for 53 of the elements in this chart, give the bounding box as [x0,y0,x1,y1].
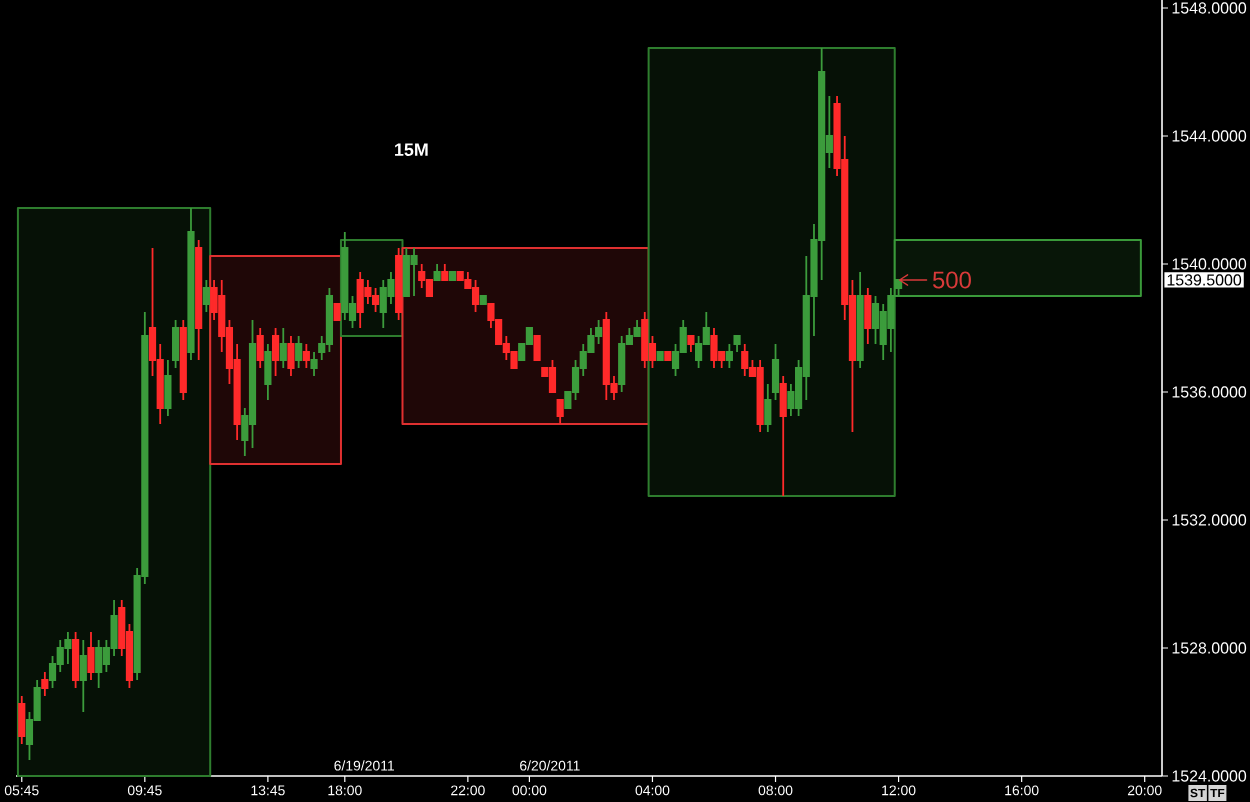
candlestick [87,631,95,681]
annotation: 500 [932,271,971,289]
candlestick [95,639,103,689]
candlestick [295,335,303,369]
candlestick [202,279,210,313]
candlestick [187,207,195,361]
candlestick [664,351,672,361]
candlestick [641,311,649,369]
candlestick [72,631,80,689]
candlestick [371,287,380,313]
candlestick [456,271,464,281]
candlestick [402,247,410,297]
candlestick [333,303,341,321]
candlestick [548,359,557,393]
candlestick [356,271,364,329]
candlestick [556,399,564,425]
candlestick [195,239,203,361]
candlestick [287,335,295,377]
candlestick [441,263,449,281]
candlestick [256,327,264,369]
text: 15M [395,143,428,157]
candlestick [602,311,610,401]
candlestick [479,295,487,305]
candlestick [856,271,864,369]
candlestick [410,247,418,297]
candlestick [756,359,764,433]
candlestick [279,327,287,369]
candlestick [779,375,787,497]
candlestick [710,327,718,369]
candlestick [341,231,349,321]
candlestick [448,271,457,281]
candlestick [18,695,26,745]
candlestick [179,319,187,401]
candlestick [595,319,603,345]
candlestick [41,671,49,697]
candlestick [656,351,664,361]
candlestick [618,335,626,393]
candlestick [271,327,280,377]
candlestick [471,279,480,313]
candlestick [395,247,403,321]
candlestick [725,343,733,369]
candlestick [864,287,872,345]
candlestick [633,319,641,337]
candlestick [433,263,441,281]
candlestick [418,263,426,289]
candlestick [687,335,695,353]
candlestick [79,639,87,713]
candlestick [302,343,310,369]
candlestick [264,343,272,401]
candlestick [64,631,72,665]
candlestick [741,343,749,377]
candlestick [379,279,387,329]
candlestick [533,335,541,361]
